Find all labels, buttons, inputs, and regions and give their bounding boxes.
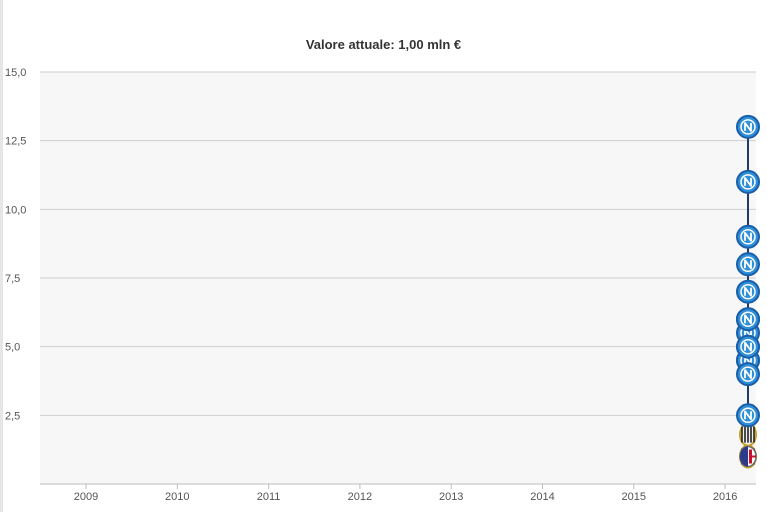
y-axis: 2,5 5,0 7,5 10,0 12,5 15,0: [5, 67, 26, 422]
data-point[interactable]: [736, 224, 760, 249]
x-axis: 2009 2010 2011 2012 2013 2014 2015 2016: [74, 484, 737, 503]
y-tick-label: 5,0: [5, 342, 20, 354]
y-tick-label: 2,5: [5, 410, 20, 422]
napoli-crest-icon: [736, 252, 760, 277]
napoli-crest-icon: [736, 114, 760, 139]
napoli-crest-icon: [736, 403, 760, 428]
data-point[interactable]: [736, 362, 760, 387]
x-tick-label: 2015: [622, 491, 646, 503]
x-tick-label: 2016: [713, 491, 737, 503]
bologna-crest-icon: [739, 445, 757, 468]
data-point[interactable]: [736, 169, 760, 194]
x-tick-label: 2011: [257, 491, 281, 503]
y-tick-label: 7,5: [5, 273, 20, 285]
data-point[interactable]: [736, 279, 760, 304]
x-tick-label: 2012: [348, 491, 372, 503]
napoli-crest-icon: [736, 224, 760, 249]
data-point[interactable]: [736, 334, 760, 359]
data-point[interactable]: [736, 403, 760, 428]
y-tick-label: 15,0: [5, 67, 26, 79]
juventus-crest-icon: [739, 422, 757, 447]
x-tick-label: 2013: [439, 491, 463, 503]
x-tick-label: 2010: [165, 491, 189, 503]
y-tick-label: 12,5: [5, 136, 26, 148]
data-points[interactable]: [736, 114, 760, 469]
y-tick-label: 10,0: [5, 204, 26, 216]
napoli-crest-icon: [736, 307, 760, 332]
napoli-crest-icon: [736, 169, 760, 194]
grid-lines: [40, 71, 756, 416]
left-border: [0, 0, 3, 512]
napoli-crest-icon: [736, 279, 760, 304]
napoli-crest-icon: [736, 334, 760, 359]
data-point[interactable]: [736, 252, 760, 277]
chart-title: Valore attuale: 1,00 mln €: [305, 37, 462, 52]
data-point[interactable]: [736, 114, 760, 139]
x-tick-label: 2014: [530, 491, 554, 503]
data-point[interactable]: [739, 445, 757, 468]
napoli-crest-icon: [736, 362, 760, 387]
x-tick-label: 2009: [74, 491, 98, 503]
data-point[interactable]: [736, 307, 760, 332]
data-point[interactable]: [739, 422, 757, 447]
